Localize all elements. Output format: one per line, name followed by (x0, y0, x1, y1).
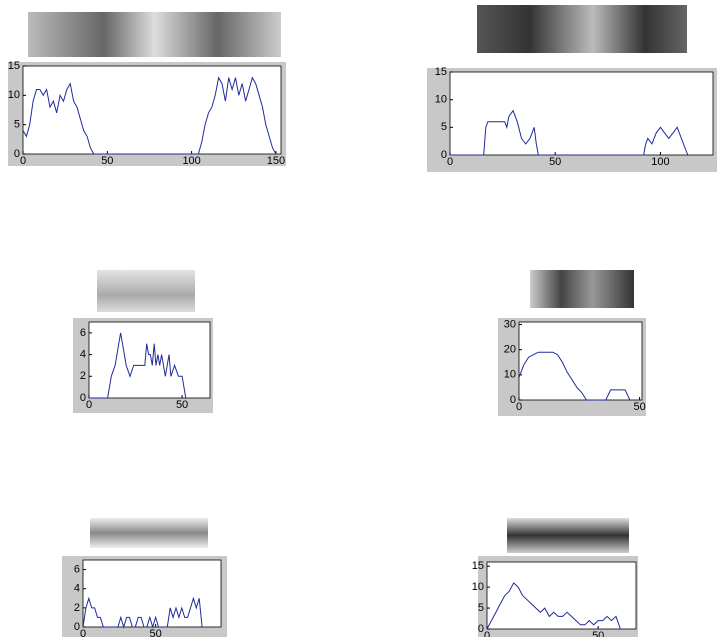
y-tick-label: 5 (441, 121, 447, 133)
y-tick-label: 2 (74, 602, 80, 614)
x-tick-label: 0 (86, 399, 92, 411)
x-tick-label: 100 (182, 155, 200, 167)
y-tick-label: 10 (472, 581, 484, 593)
x-tick-label: 100 (651, 156, 669, 168)
x-tick-label: 0 (20, 155, 26, 167)
x-tick-label: 150 (267, 155, 285, 167)
y-tick-label: 6 (80, 327, 86, 339)
face-crop (477, 5, 687, 53)
face-crop (28, 12, 281, 57)
plot-area (23, 66, 281, 154)
figure: 0510150501001500510150501000246050010203… (0, 0, 717, 637)
x-tick-label: 0 (80, 628, 86, 637)
x-tick-label: 0 (516, 401, 522, 413)
plot-area (450, 72, 713, 155)
face-crop (90, 518, 208, 548)
y-tick-label: 15 (472, 560, 484, 572)
x-tick-label: 0 (484, 630, 490, 637)
y-tick-label: 4 (74, 583, 80, 595)
x-tick-label: 50 (592, 630, 604, 637)
y-tick-label: 15 (435, 66, 447, 78)
x-tick-label: 50 (176, 399, 188, 411)
y-tick-label: 5 (14, 119, 20, 131)
x-tick-label: 0 (447, 156, 453, 168)
face-crop (97, 270, 195, 312)
x-tick-label: 50 (549, 156, 561, 168)
face-crop (507, 518, 629, 553)
y-tick-label: 4 (80, 348, 86, 360)
y-tick-label: 10 (8, 89, 20, 101)
y-tick-label: 15 (8, 60, 20, 72)
y-tick-label: 20 (504, 344, 516, 356)
x-tick-label: 50 (633, 401, 645, 413)
x-tick-label: 50 (101, 155, 113, 167)
y-tick-label: 10 (435, 94, 447, 106)
y-tick-label: 30 (504, 318, 516, 330)
plot-area (83, 560, 221, 627)
plot-area (89, 322, 210, 398)
y-tick-label: 2 (80, 370, 86, 382)
plot-area (519, 322, 642, 400)
y-tick-label: 5 (478, 602, 484, 614)
y-tick-label: 10 (504, 369, 516, 381)
page: 0510150501001500510150501000246050010203… (0, 0, 717, 637)
face-crop (530, 270, 634, 308)
y-tick-label: 6 (74, 563, 80, 575)
x-tick-label: 50 (150, 628, 162, 637)
